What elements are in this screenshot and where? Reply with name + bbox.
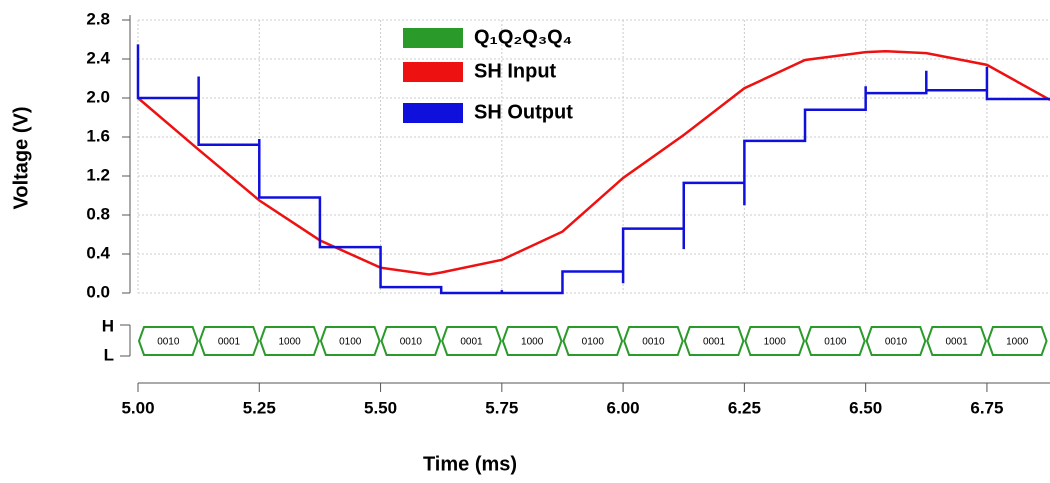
- bus-segment: [198, 326, 260, 356]
- bus-segment: [562, 326, 624, 356]
- bus-segment: [137, 326, 199, 356]
- bus-label: 0010: [642, 337, 665, 348]
- bus-label: 0100: [339, 337, 362, 348]
- bus-label: 0100: [582, 337, 605, 348]
- bus-segment: [683, 326, 745, 356]
- bus-segment: [319, 326, 381, 356]
- y-tick-label: 2.8: [86, 9, 110, 28]
- bus-label: 0001: [703, 337, 726, 348]
- x-axis-title: Time (ms): [423, 453, 517, 475]
- bus-segment: [501, 326, 563, 356]
- bus-label: 0001: [218, 337, 241, 348]
- y-axis-title: Voltage (V): [10, 107, 32, 210]
- x-tick-label: 5.25: [243, 398, 276, 417]
- x-tick-label: 6.50: [849, 398, 882, 417]
- bus-high-label: H: [102, 316, 114, 335]
- legend-swatch: [403, 28, 463, 48]
- bus-segment: [380, 326, 442, 356]
- bus-segment: [865, 326, 927, 356]
- bus-segment: [926, 326, 987, 356]
- x-tick-label: 6.25: [728, 398, 761, 417]
- legend-swatch: [403, 62, 463, 82]
- bus-segment: [441, 326, 502, 356]
- x-tick-label: 6.75: [970, 398, 1003, 417]
- bus-segment: [623, 326, 684, 356]
- x-tick-label: 6.00: [607, 398, 640, 417]
- bus-label: 1000: [521, 337, 544, 348]
- bus-label: 0010: [400, 337, 423, 348]
- bus-label: 0010: [885, 337, 908, 348]
- bus-label: 0100: [824, 337, 847, 348]
- bus-label: 1000: [764, 337, 787, 348]
- y-tick-label: 0.8: [86, 204, 110, 223]
- y-tick-label: 0.4: [86, 243, 110, 262]
- bus-label: 1000: [1006, 337, 1029, 348]
- bus-segment: [259, 326, 320, 356]
- x-tick-label: 5.00: [121, 398, 154, 417]
- bus-label: 0001: [945, 337, 968, 348]
- bus-segment: [744, 326, 806, 356]
- bus-label: 1000: [278, 337, 301, 348]
- x-tick-label: 5.75: [485, 398, 518, 417]
- bus-low-label: L: [104, 345, 114, 364]
- y-tick-label: 2.4: [86, 48, 110, 67]
- legend-label: SH Input: [474, 60, 557, 82]
- legend-label: SH Output: [474, 101, 573, 123]
- x-tick-label: 5.50: [364, 398, 397, 417]
- line-series: [136, 44, 1050, 295]
- bus-label: 0001: [460, 337, 483, 348]
- y-tick-label: 1.6: [86, 126, 110, 145]
- bus-segment: [986, 326, 1048, 356]
- legend-label: Q₁Q₂Q₃Q₄: [474, 26, 572, 48]
- y-tick-label: 2.0: [86, 87, 110, 106]
- y-tick-label: 0.0: [86, 282, 110, 301]
- y-tick-label: 1.2: [86, 165, 110, 184]
- line-series: [137, 49, 1050, 276]
- bus-label: 0010: [157, 337, 180, 348]
- legend-swatch: [403, 103, 463, 123]
- bus-segment: [804, 326, 866, 356]
